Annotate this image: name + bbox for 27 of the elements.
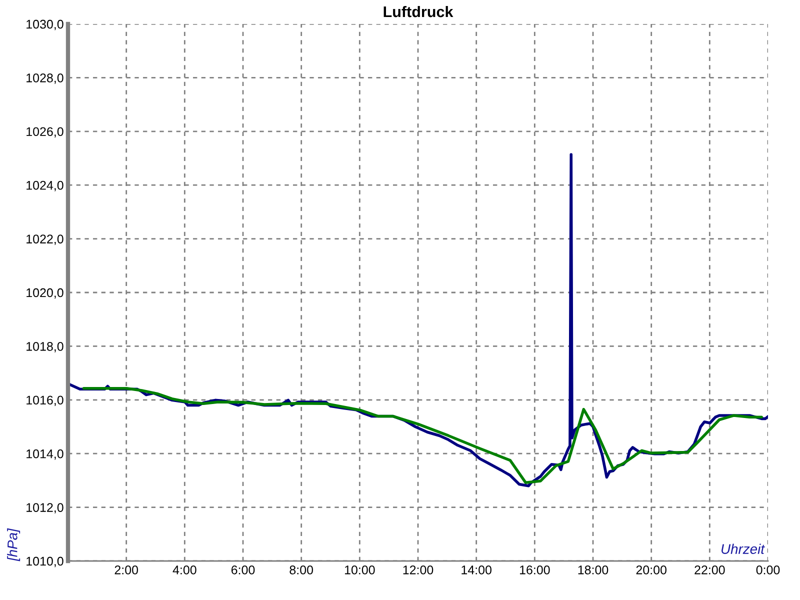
x-tick-label: 2:00: [114, 565, 138, 574]
chart-title: Luftdruck: [384, 6, 454, 18]
y-tick-label: 1012,0: [26, 503, 64, 514]
x-tick-label: 6:00: [231, 565, 255, 574]
y-tick-label: 1022,0: [26, 234, 64, 245]
x-tick-label: 10:00: [344, 565, 375, 574]
x-axis-title: Uhrzeit: [722, 544, 765, 554]
x-tick-label: 0:00: [756, 565, 780, 574]
y-tick-label: 1024,0: [26, 180, 64, 192]
x-tick-label: 4:00: [172, 565, 196, 574]
y-tick-label: 1028,0: [26, 74, 64, 84]
y-tick-label: 1030,0: [26, 20, 64, 30]
line-series: [82, 386, 763, 484]
x-tick-label: 14:00: [462, 565, 492, 574]
y-tick-label: 1010,0: [26, 556, 64, 568]
x-tick-label: 12:00: [403, 565, 434, 574]
y-tick-label: 1026,0: [26, 127, 64, 138]
x-tick-label: 18:00: [578, 565, 608, 574]
y-tick-label: 1016,0: [26, 396, 64, 406]
y-tick-label: 1020,0: [26, 288, 64, 299]
x-tick-label: 20:00: [636, 565, 666, 574]
y-tick-label: 1014,0: [26, 449, 64, 460]
x-tick-label: 22:00: [694, 565, 725, 574]
x-tick-label: 16:00: [520, 565, 550, 574]
y-tick-label: 1018,0: [26, 342, 64, 352]
x-tick-label: 8:00: [290, 565, 314, 574]
y-axis-title: [hPa]: [7, 528, 20, 562]
